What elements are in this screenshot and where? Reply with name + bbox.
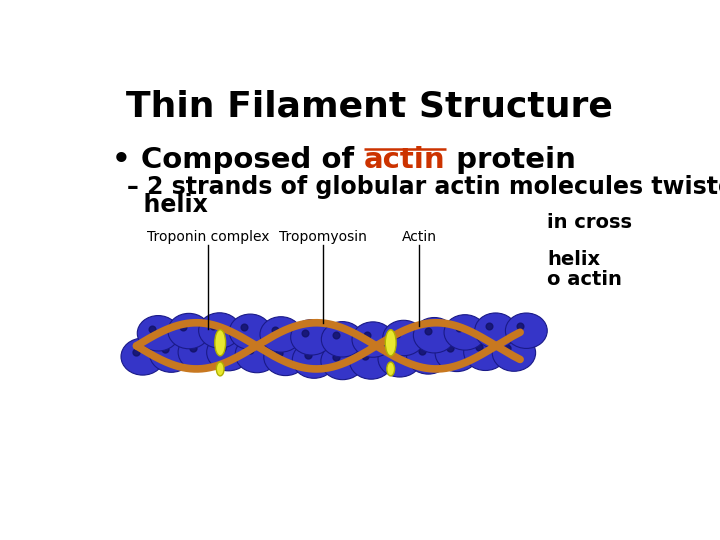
Text: Thin Filament Structure: Thin Filament Structure <box>125 90 613 124</box>
Text: actin: actin <box>364 146 446 174</box>
Text: o actin: o actin <box>547 269 622 288</box>
Ellipse shape <box>138 315 179 351</box>
Ellipse shape <box>199 313 240 348</box>
Ellipse shape <box>291 320 333 355</box>
Ellipse shape <box>407 337 450 374</box>
Ellipse shape <box>505 313 547 348</box>
Text: in cross: in cross <box>547 213 632 232</box>
Text: Actin: Actin <box>402 230 437 244</box>
Ellipse shape <box>260 316 302 352</box>
Ellipse shape <box>292 341 336 379</box>
Ellipse shape <box>464 334 507 370</box>
Ellipse shape <box>121 338 164 375</box>
Ellipse shape <box>150 335 193 372</box>
Ellipse shape <box>385 330 396 356</box>
Ellipse shape <box>352 322 394 357</box>
Ellipse shape <box>349 342 393 379</box>
Ellipse shape <box>321 343 364 380</box>
Ellipse shape <box>321 322 363 357</box>
Ellipse shape <box>387 362 395 376</box>
Ellipse shape <box>444 315 486 350</box>
Ellipse shape <box>207 334 250 371</box>
Ellipse shape <box>435 335 479 372</box>
Text: – 2 strands of globular actin molecules twisted into a: – 2 strands of globular actin molecules … <box>127 175 720 199</box>
Text: Troponin complex: Troponin complex <box>147 230 269 244</box>
Ellipse shape <box>383 320 425 356</box>
Text: • Composed of: • Composed of <box>112 146 364 174</box>
Ellipse shape <box>378 340 421 377</box>
Ellipse shape <box>216 362 224 376</box>
Ellipse shape <box>492 334 536 372</box>
Ellipse shape <box>168 313 210 349</box>
Ellipse shape <box>235 336 279 373</box>
Text: protein: protein <box>446 146 575 174</box>
Text: Tropomyosin: Tropomyosin <box>279 230 366 244</box>
Ellipse shape <box>229 314 271 349</box>
Ellipse shape <box>474 313 516 348</box>
Text: helix: helix <box>127 193 208 218</box>
Ellipse shape <box>264 339 307 376</box>
Text: helix: helix <box>547 249 600 268</box>
Ellipse shape <box>178 334 222 370</box>
Ellipse shape <box>215 330 225 356</box>
Ellipse shape <box>413 318 455 353</box>
